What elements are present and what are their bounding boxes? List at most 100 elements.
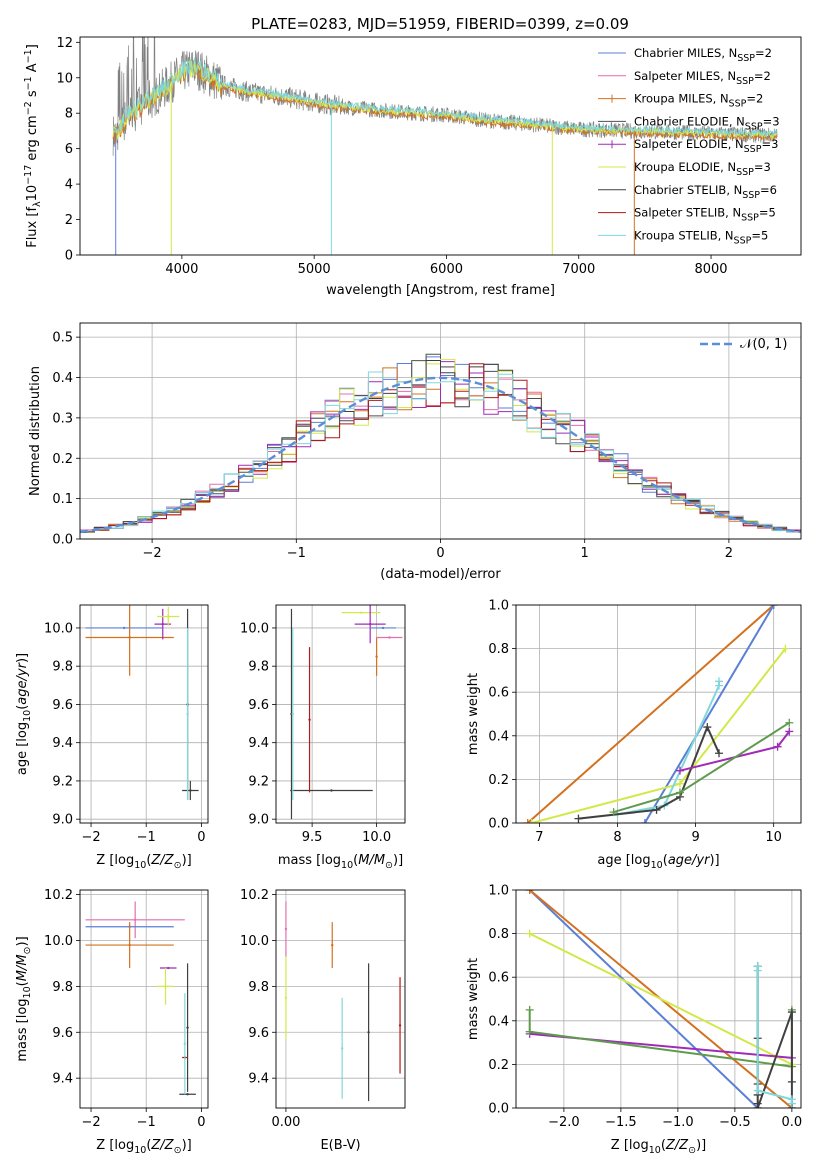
y-tick-label: 0.8 — [488, 642, 509, 657]
y-axis-label: mass weight — [466, 673, 481, 755]
data-point — [122, 626, 126, 630]
mass-vs-extinction: 0.00 9.4 9.6 9.8 10.0 10.2 E(B-V) — [240, 888, 406, 1153]
legend-label: Salpeter MILES, NSSP=2 — [634, 69, 771, 87]
series-marker — [574, 814, 583, 823]
axes-frame — [275, 889, 406, 1109]
y-tick-label: 0.0 — [488, 1102, 509, 1117]
data-point — [164, 985, 167, 988]
label-part: SSP — [729, 99, 747, 110]
label-part: SSP — [736, 76, 754, 87]
y-tick-label: 0.0 — [52, 533, 73, 548]
x-tick-label: −2.0 — [548, 1115, 580, 1130]
data-point — [331, 943, 334, 947]
y-tick-label: 10.0 — [44, 934, 73, 949]
data-point — [183, 1042, 187, 1045]
label-part: erg cm — [25, 115, 40, 164]
label-part: =2 — [754, 69, 771, 83]
label-part: Z/Z — [665, 1138, 689, 1153]
data-point — [284, 996, 288, 1000]
series-marker — [703, 723, 712, 732]
age-vs-metallicity: −2 −1 09.09.29.49.69.810.0Z [log10(Z/Z⊙)]a… — [15, 604, 209, 871]
label-part: age [log — [597, 853, 650, 868]
label-part: )] — [15, 653, 30, 663]
x-tick-label: −1.5 — [605, 1115, 637, 1130]
x-tick-label: 0.0 — [782, 1115, 803, 1130]
label-part: 10 — [651, 860, 663, 871]
series-marker — [787, 1099, 796, 1108]
label-part: Chabrier MILES, N — [634, 46, 737, 60]
x-tick-label: 5000 — [298, 262, 331, 277]
label-part: Kroupa MILES, N — [634, 92, 729, 106]
y-tick-label: 10.0 — [240, 621, 269, 636]
y-tick-label: 9.6 — [248, 1026, 269, 1041]
y-tick-label: 10.0 — [240, 934, 269, 949]
label-part: )] — [709, 853, 719, 868]
x-tick-label: 2 — [725, 546, 733, 561]
label-part: SSP — [737, 53, 755, 64]
label-part: =3 — [761, 137, 778, 151]
x-axis-label: Z [log10(Z/Z⊙)] — [96, 853, 191, 871]
label-part: =3 — [763, 114, 780, 128]
legend-label: Chabrier MILES, NSSP=2 — [634, 46, 772, 64]
y-tick-label: 9.6 — [52, 698, 73, 713]
label-part: Chabrier STELIB, N — [634, 183, 742, 197]
series-marker — [525, 1005, 534, 1014]
axes-frame — [79, 604, 209, 824]
label-part: SSP — [736, 167, 754, 178]
figure-title: PLATE=0283, MJD=51959, FIBERID=0399, z=0… — [251, 15, 629, 33]
y-tick-label: 6 — [65, 142, 73, 157]
series-marker — [787, 1008, 796, 1017]
x-tick-label: 10 — [765, 830, 782, 845]
label-part: −1 — [23, 76, 34, 90]
data-point — [167, 966, 170, 970]
label-part: mass [log — [278, 853, 341, 868]
data-point — [284, 927, 288, 931]
series-marker — [527, 819, 536, 823]
data-point — [128, 943, 131, 947]
axes-frame — [515, 604, 802, 824]
label-part: ⊙ — [174, 1145, 182, 1156]
data-point — [381, 626, 385, 630]
histogram-steps — [80, 371, 801, 533]
x-tick-label: 9.5 — [302, 830, 323, 845]
x-tick-label: 8 — [613, 830, 621, 845]
y-tick-label: 9.0 — [248, 813, 269, 828]
label-part: λ — [32, 201, 43, 207]
plot-area — [112, 37, 778, 255]
series-line — [617, 681, 720, 816]
y-tick-label: 4 — [65, 178, 73, 193]
label-part: s — [25, 90, 40, 101]
series-line — [529, 932, 793, 1066]
label-part: SSP — [734, 235, 752, 246]
legend-label: Chabrier STELIB, NSSP=6 — [634, 183, 777, 201]
series-marker — [675, 766, 684, 775]
x-axis-label: Z [log10(Z/Z⊙)] — [96, 1138, 191, 1156]
label-part: )] — [393, 853, 403, 868]
series-marker — [787, 1077, 796, 1086]
histogram-steps — [80, 363, 801, 532]
x-tick-label: 6000 — [430, 262, 463, 277]
label-part: =2 — [746, 92, 763, 106]
y-axis-label: mass [log10(M/M⊙)] — [15, 936, 33, 1061]
axes-frame — [79, 36, 802, 256]
x-axis-label: wavelength [Angstrom, rest frame] — [326, 283, 555, 298]
label-part: wavelength [Angstrom, rest frame] — [326, 283, 555, 298]
label-part: Z/Z — [150, 853, 174, 868]
y-tick-label: 2 — [65, 213, 73, 228]
legend-label: Kroupa STELIB, NSSP=5 — [634, 228, 768, 246]
label-part: =5 — [759, 206, 776, 220]
x-tick-label: −1 — [137, 830, 156, 845]
plot-area — [85, 901, 196, 1096]
series-marker — [640, 819, 649, 823]
data-point — [167, 615, 170, 618]
series-marker — [525, 929, 534, 938]
y-tick-label: 9.8 — [248, 980, 269, 995]
series-marker — [769, 605, 778, 609]
series-marker — [781, 644, 790, 653]
axes-frame — [79, 322, 802, 540]
series-marker — [753, 1104, 762, 1108]
x-axis-label: Z [log10(Z/Z⊙)] — [611, 1138, 706, 1156]
y-tick-label: 9.2 — [248, 774, 269, 789]
label-part: SSP — [745, 121, 763, 132]
x-axis-label: mass [log10(M/M⊙)] — [278, 853, 403, 871]
